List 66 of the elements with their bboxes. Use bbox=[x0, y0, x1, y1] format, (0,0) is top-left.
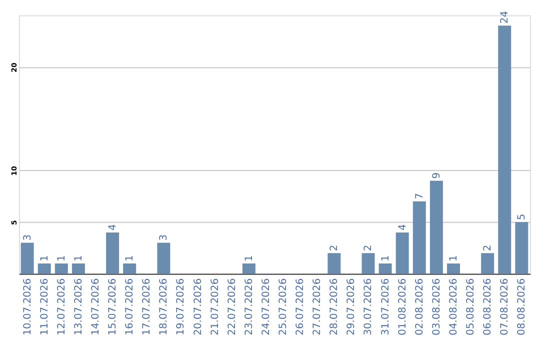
x-tick-label: 27.07.2026 bbox=[312, 278, 324, 336]
bar bbox=[242, 263, 256, 274]
x-tick-label: 22.07.2026 bbox=[226, 278, 238, 336]
x-tick-label: 01.08.2026 bbox=[397, 278, 408, 336]
x-tick-label: 25.07.2026 bbox=[278, 278, 290, 336]
data-label: 1 bbox=[124, 255, 136, 262]
data-label: 5 bbox=[516, 214, 528, 220]
data-label: 4 bbox=[108, 224, 119, 230]
x-tick-label: 07.08.2026 bbox=[500, 278, 511, 336]
bar bbox=[20, 242, 34, 274]
data-label: 9 bbox=[431, 172, 442, 179]
bar bbox=[362, 253, 375, 274]
x-tick-label: 30.07.2026 bbox=[363, 278, 374, 336]
bar bbox=[123, 263, 136, 274]
x-tick-label: 21.07.2026 bbox=[210, 278, 221, 336]
bar bbox=[157, 242, 170, 274]
x-tick-label: 02.08.2026 bbox=[414, 278, 426, 336]
x-tick-label: 23.07.2026 bbox=[244, 278, 255, 336]
x-tick-label: 29.07.2026 bbox=[346, 278, 358, 336]
x-tick-label: 11.07.2026 bbox=[39, 278, 50, 336]
x-tick-label: 18.07.2026 bbox=[158, 278, 170, 336]
data-label: 4 bbox=[397, 224, 408, 230]
x-tick-label: 20.07.2026 bbox=[192, 278, 204, 336]
x-tick-label: 14.07.2026 bbox=[90, 278, 102, 336]
data-label: 1 bbox=[39, 255, 50, 262]
data-label: 2 bbox=[482, 244, 494, 252]
bar bbox=[430, 180, 443, 274]
x-tick-label: 13.07.2026 bbox=[73, 278, 84, 336]
bar bbox=[515, 222, 528, 274]
bar bbox=[106, 232, 120, 274]
data-label: 1 bbox=[73, 255, 84, 262]
bar bbox=[378, 263, 392, 274]
data-label: 3 bbox=[158, 234, 170, 241]
data-label: 24 bbox=[500, 10, 511, 24]
x-tick-label: 12.07.2026 bbox=[56, 278, 68, 336]
bar bbox=[396, 232, 409, 274]
bar bbox=[54, 263, 68, 274]
bar bbox=[481, 253, 494, 274]
data-label: 1 bbox=[448, 255, 460, 262]
bar bbox=[412, 201, 426, 274]
x-tick-label: 19.07.2026 bbox=[176, 278, 187, 336]
x-tick-label: 28.07.2026 bbox=[329, 278, 340, 336]
x-tick-label: 24.07.2026 bbox=[260, 278, 272, 336]
x-tick-label: 26.07.2026 bbox=[295, 278, 306, 336]
data-label: 1 bbox=[56, 255, 68, 262]
bar bbox=[498, 26, 512, 274]
x-tick-label: 08.08.2026 bbox=[516, 278, 528, 336]
data-label: 2 bbox=[363, 244, 374, 252]
x-tick-label: 03.08.2026 bbox=[431, 278, 442, 336]
bar bbox=[72, 263, 85, 274]
x-tick-label: 04.08.2026 bbox=[448, 278, 460, 336]
x-tick-label: 06.08.2026 bbox=[482, 278, 494, 336]
data-label: 7 bbox=[414, 193, 426, 200]
x-tick-label: 15.07.2026 bbox=[108, 278, 119, 336]
x-tick-label: 17.07.2026 bbox=[142, 278, 153, 336]
bar bbox=[446, 263, 460, 274]
bar bbox=[38, 263, 51, 274]
x-tick-label: 31.07.2026 bbox=[380, 278, 392, 336]
bar bbox=[328, 253, 341, 274]
data-label: 1 bbox=[380, 255, 392, 262]
x-tick-label: 05.08.2026 bbox=[466, 278, 477, 336]
x-tick-label: 16.07.2026 bbox=[124, 278, 136, 336]
x-tick-label: 10.07.2026 bbox=[22, 278, 34, 336]
data-label: 1 bbox=[244, 255, 255, 262]
data-label: 3 bbox=[22, 234, 34, 241]
data-label: 2 bbox=[329, 244, 340, 252]
